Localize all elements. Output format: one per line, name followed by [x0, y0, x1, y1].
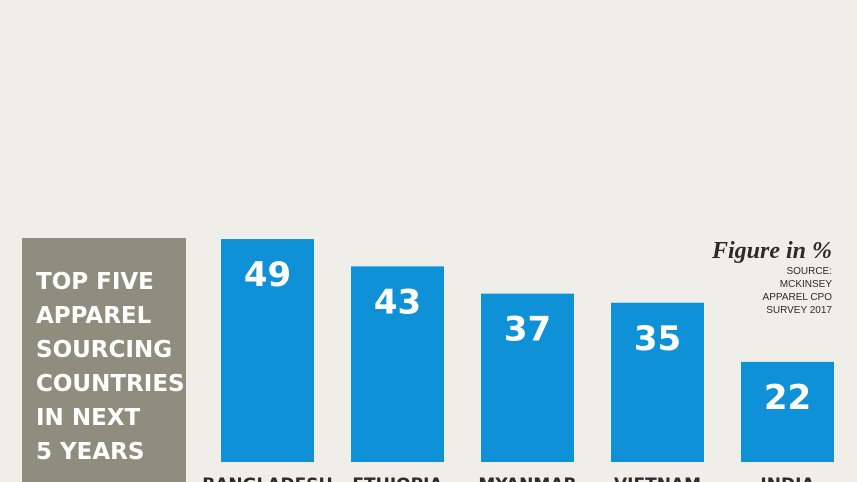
bar — [221, 239, 314, 462]
chart-title-line: COUNTRIES — [36, 371, 185, 397]
value-label: 37 — [504, 310, 551, 350]
value-label: 22 — [764, 378, 811, 418]
chart-title-line: TOP FIVE — [36, 269, 154, 295]
source-line: SURVEY 2017 — [766, 305, 832, 316]
bar — [611, 302, 704, 462]
value-label: 49 — [244, 255, 291, 295]
x-tick-label: BANGLADESH — [202, 475, 332, 482]
source-line: MCKINSEY — [780, 279, 833, 290]
source-line: APPAREL CPO — [763, 292, 833, 303]
bar — [351, 266, 444, 462]
x-tick-label: MYANMAR — [478, 475, 576, 482]
value-label: 43 — [374, 282, 421, 322]
x-tick-label: VIETNAM — [614, 475, 701, 482]
source-line: SOURCE: — [786, 266, 832, 277]
annotation: Figure in % — [711, 238, 832, 264]
value-label: 35 — [634, 319, 681, 359]
chart-title-line: SOURCING — [36, 337, 172, 363]
title-panel — [22, 238, 186, 482]
chart-title-line: IN NEXT — [36, 405, 141, 431]
x-tick-label: ETHIOPIA — [352, 475, 443, 482]
x-tick-label: INDIA — [760, 475, 815, 482]
bar — [741, 361, 834, 462]
chart-title-line: 5 YEARS — [36, 439, 144, 465]
bar — [481, 293, 574, 462]
chart-title-line: APPAREL — [36, 303, 152, 329]
